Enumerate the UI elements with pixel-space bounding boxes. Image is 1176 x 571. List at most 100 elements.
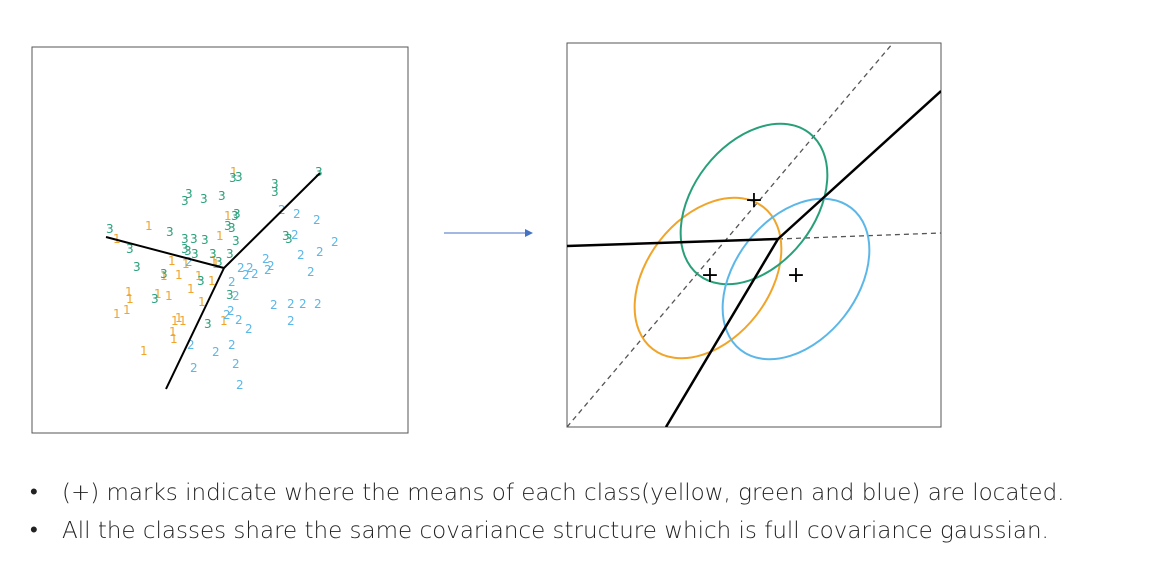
- class2-point: 2: [291, 228, 299, 242]
- class2-point: 2: [227, 304, 235, 318]
- class1-point: 1: [125, 285, 133, 299]
- class1-point: 1: [224, 209, 232, 223]
- class2-point: 2: [287, 297, 295, 311]
- boundary-line-1-2: [165, 267, 225, 390]
- class2-point: 2: [228, 338, 236, 352]
- class3-point: 3: [133, 260, 141, 274]
- class2-point: 2: [236, 378, 244, 392]
- dashed-line-green-blue: [777, 232, 941, 240]
- class2-point: 2: [262, 252, 270, 266]
- class3-point: 3: [218, 189, 226, 203]
- class3-point: 3: [197, 274, 205, 288]
- bullet-text-means: (+) marks indicate where the means of ea…: [62, 480, 1065, 506]
- class2-point: 2: [331, 235, 339, 249]
- class2-point: 2: [270, 298, 278, 312]
- dashed-line-yellow-green: [567, 43, 894, 427]
- right-gaussian-panel: + + +: [566, 42, 942, 428]
- blue-class-ellipse: [721, 197, 871, 361]
- class3-point: 3: [106, 222, 114, 236]
- green-mean-marker: +: [745, 188, 763, 213]
- green-class-ellipse: [679, 122, 829, 286]
- class1-point: 1: [168, 254, 176, 268]
- class1-point: 1: [179, 314, 187, 328]
- class2-point: 2: [228, 275, 236, 289]
- bullet-item: • All the classes share the same covaria…: [30, 512, 1170, 550]
- class3-point: 3: [215, 255, 223, 269]
- class3-point: 3: [160, 267, 168, 281]
- class3-point: 3: [271, 177, 279, 191]
- class1-point: 1: [182, 257, 190, 271]
- class3-point: 3: [209, 247, 217, 261]
- blue-mean-marker: +: [787, 263, 805, 288]
- class3-point: 3: [231, 209, 239, 223]
- class3-point: 3: [191, 247, 199, 261]
- class1-point: 1: [220, 314, 228, 328]
- left-panel-frame: [31, 46, 409, 434]
- class2-point: 2: [287, 314, 295, 328]
- class3-point: 3: [151, 292, 159, 306]
- bullet-text-covariance: All the classes share the same covarianc…: [62, 518, 1049, 544]
- class3-point: 3: [181, 232, 189, 246]
- class3-point: 3: [226, 247, 234, 261]
- class1-point: 1: [140, 344, 148, 358]
- class1-point: 1: [170, 332, 178, 346]
- class2-point: 2: [212, 345, 220, 359]
- class2-point: 2: [316, 245, 324, 259]
- class2-point: 2: [185, 255, 193, 269]
- yellow-class-ellipse: [633, 196, 783, 360]
- class3-point: 3: [181, 194, 189, 208]
- class1-point: 1: [198, 295, 206, 309]
- class1-point: 1: [113, 307, 121, 321]
- class2-point: 2: [232, 357, 240, 371]
- class3-point: 3: [126, 242, 134, 256]
- bullet-dot: •: [30, 480, 38, 505]
- class3-point: 3: [285, 232, 293, 246]
- bullet-dot: •: [30, 518, 38, 543]
- class1-point: 1: [145, 219, 153, 233]
- boundary-line-3-1: [105, 236, 225, 269]
- class3-point: 3: [184, 244, 192, 258]
- class3-point: 3: [282, 229, 290, 243]
- class2-point: 2: [245, 322, 253, 336]
- class3-point: 3: [190, 232, 198, 246]
- class2-point: 2: [264, 263, 272, 277]
- class1-point: 1: [175, 311, 183, 325]
- class2-point: 2: [313, 213, 321, 227]
- class3-point: 3: [224, 219, 232, 233]
- decision-boundary-green-blue: [777, 90, 941, 240]
- decision-boundary-yellow-green: [567, 237, 779, 248]
- class1-point: 1: [187, 282, 195, 296]
- class1-point: 1: [169, 325, 177, 339]
- bullet-item: • (+) marks indicate where the means of …: [30, 474, 1170, 512]
- class2-point: 2: [251, 267, 259, 281]
- class1-point: 1: [123, 303, 131, 317]
- class1-point: 1: [210, 254, 218, 268]
- class2-point: 2: [299, 297, 307, 311]
- boundary-line-3-2: [223, 172, 321, 269]
- left-decision-boundaries: [105, 172, 321, 390]
- class1-point: 1: [154, 287, 162, 301]
- class3-point: 3: [235, 170, 243, 184]
- right-panel-frame: [566, 42, 942, 428]
- class1-point: 1: [175, 268, 183, 282]
- class1-point: 1: [212, 257, 220, 271]
- class1-point: 1: [171, 314, 179, 328]
- class2-point: 2: [242, 268, 250, 282]
- class2-point: 2: [267, 259, 275, 273]
- class3-point: 3: [166, 225, 174, 239]
- class2-point: 2: [237, 261, 245, 275]
- class1-point: 1: [208, 274, 216, 288]
- class2-point: 2: [232, 289, 240, 303]
- class2-point: 2: [293, 207, 301, 221]
- class3-point: 3: [271, 185, 279, 199]
- class2-point: 2: [223, 308, 231, 322]
- class3-point: 3: [315, 165, 323, 179]
- class2-point: 2: [187, 338, 195, 352]
- class3-point: 3: [229, 171, 237, 185]
- class2-point: 2: [307, 265, 315, 279]
- class3-point: 3: [228, 221, 236, 235]
- class3-point: 3: [226, 288, 234, 302]
